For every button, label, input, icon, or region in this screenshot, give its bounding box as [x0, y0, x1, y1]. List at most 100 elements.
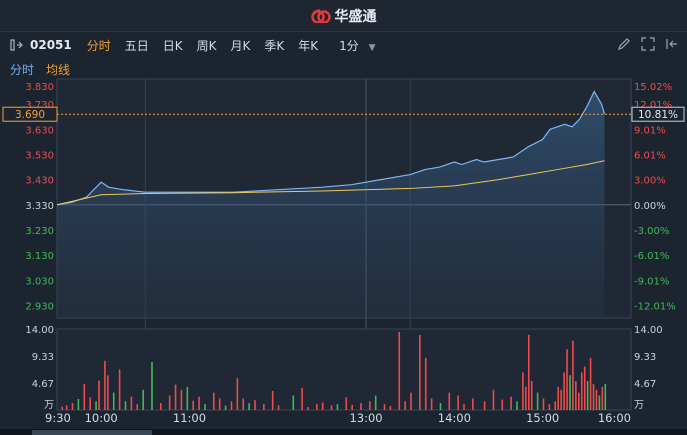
- price-line: [56, 90, 606, 206]
- volume-bar: [598, 395, 601, 410]
- volume-bar: [516, 401, 518, 410]
- price-axis-label: 3.830: [25, 82, 54, 93]
- pencil-icon[interactable]: [617, 37, 631, 51]
- tab-daily-k[interactable]: 日K: [162, 38, 183, 53]
- volume-bar: [527, 334, 530, 410]
- price-axis-label: 3.630: [25, 125, 54, 136]
- brand-logo: 华盛通: [310, 6, 377, 26]
- price-axis-label: 3.330: [25, 201, 54, 212]
- tab-intraday[interactable]: 分时: [86, 38, 111, 53]
- volume-bar: [186, 386, 189, 410]
- volume-bar: [575, 381, 577, 410]
- volume-bar: [530, 381, 533, 410]
- volume-bar: [254, 400, 256, 410]
- volume-bar: [569, 375, 571, 410]
- volume-bar: [583, 366, 586, 410]
- volume-bar: [463, 404, 465, 410]
- time-axis-label: 9:30: [45, 411, 71, 425]
- volume-bar: [604, 383, 607, 410]
- pct-axis-label: 6.01%: [634, 150, 666, 161]
- volume-bar: [174, 384, 177, 410]
- volume-bar: [118, 369, 121, 410]
- current-price-box: [2, 106, 58, 122]
- fullscreen-icon[interactable]: [641, 37, 655, 51]
- volume-bar: [360, 403, 362, 410]
- volume-bar: [369, 401, 371, 410]
- pct-axis-label: 9.01%: [634, 125, 666, 136]
- volume-bar: [430, 398, 433, 410]
- volume-bar: [522, 372, 524, 410]
- volume-axis-label: 14.00: [25, 325, 54, 336]
- volume-bar: [65, 405, 68, 410]
- volume-bar: [89, 397, 91, 410]
- volume-bar: [589, 357, 592, 410]
- volume-bar: [525, 386, 527, 410]
- interval-value: 1分: [339, 38, 359, 53]
- volume-bar: [439, 403, 442, 410]
- pct-axis-label: -6.01%: [634, 251, 669, 262]
- volume-bar: [383, 404, 386, 410]
- indicator-legend: 分时 均线: [0, 59, 687, 79]
- volume-bar: [554, 401, 557, 410]
- volume-bar: [419, 334, 421, 410]
- pct-axis-label: 15.02%: [634, 82, 672, 93]
- chevron-down-icon: ▼: [368, 42, 376, 53]
- collapse-icon[interactable]: [665, 37, 679, 51]
- volume-bar: [192, 400, 195, 410]
- volume-bar: [204, 404, 206, 410]
- legend-intraday[interactable]: 分时: [10, 62, 35, 77]
- pct-axis-label: 12.01%: [634, 100, 672, 111]
- volume-axis-label-right: 14.00: [634, 325, 663, 336]
- tab-weekly-k[interactable]: 周K: [196, 38, 217, 53]
- price-axis-label: 3.530: [25, 150, 54, 161]
- price-axis-label: 2.930: [25, 301, 54, 312]
- volume-bar: [277, 405, 280, 410]
- time-axis-label: 16:00: [598, 411, 631, 425]
- tab-yearly-k[interactable]: 年K: [298, 38, 319, 53]
- volume-bar: [104, 360, 106, 410]
- volume-bar: [595, 389, 598, 410]
- legend-average[interactable]: 均线: [46, 62, 71, 77]
- volume-bar: [236, 378, 239, 410]
- volume-bar: [389, 405, 392, 410]
- volume-bar: [592, 383, 595, 410]
- pct-axis-label: -9.01%: [634, 276, 669, 287]
- volume-bar: [492, 389, 495, 410]
- tab-monthly-k[interactable]: 月K: [230, 38, 251, 53]
- volume-bar: [301, 388, 303, 410]
- volume-bar: [580, 372, 583, 410]
- volume-bar: [151, 361, 153, 410]
- brand-logo-icon: [310, 8, 331, 23]
- pct-axis-label: -12.01%: [634, 301, 676, 312]
- volume-axis-label-right: 4.67: [634, 379, 656, 390]
- volume-axis-label: 9.33: [32, 352, 54, 363]
- scroll-bar[interactable]: [0, 429, 687, 435]
- interval-select[interactable]: 1分 ▼: [339, 37, 375, 54]
- volume-bar: [71, 403, 74, 410]
- volume-bar: [586, 381, 589, 410]
- volume-axis-label-right: 9.33: [634, 352, 656, 363]
- volume-bar: [124, 401, 127, 410]
- chart-toolbar: 02051 分时 五日 日K 周K 月K 季K 年K 1分 ▼: [0, 32, 687, 58]
- volume-bar: [560, 389, 562, 410]
- volume-bar: [548, 404, 551, 410]
- volume-axis-label: 万: [44, 400, 54, 411]
- volume-bar: [424, 357, 427, 410]
- volume-bar: [213, 392, 215, 410]
- tab-five-day[interactable]: 五日: [124, 38, 149, 53]
- volume-bar: [563, 372, 565, 410]
- volume-bar: [316, 404, 318, 410]
- sidebar-toggle-icon[interactable]: [10, 38, 24, 52]
- volume-bar: [77, 399, 80, 410]
- volume-bar: [142, 389, 144, 410]
- volume-bar: [542, 398, 545, 410]
- volume-bar: [536, 392, 539, 410]
- average-line: [56, 160, 605, 206]
- volume-bar: [566, 349, 568, 410]
- time-axis-label: 11:00: [173, 411, 206, 425]
- volume-bar: [112, 392, 115, 410]
- scroll-thumb[interactable]: [32, 430, 152, 435]
- tab-quarterly-k[interactable]: 季K: [264, 38, 285, 53]
- volume-bar: [398, 331, 401, 410]
